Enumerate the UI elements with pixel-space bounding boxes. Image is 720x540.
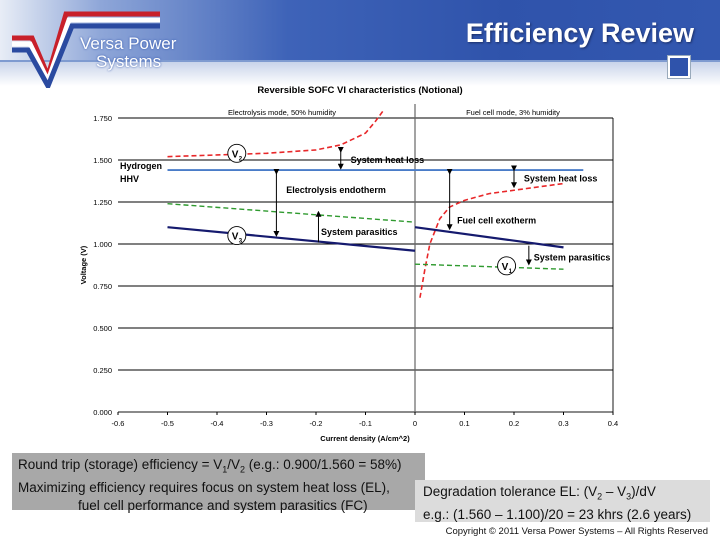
hhv-label: HHV — [120, 174, 139, 184]
voltage-marker-label: V — [232, 232, 239, 243]
degradation-note-box: Degradation tolerance EL: (V2 – V3)/dV e… — [415, 480, 710, 522]
degradation-note-line2: e.g.: (1.560 – 1.100)/20 = 23 khrs (2.6 … — [423, 506, 692, 522]
annotation-label: System parasitics — [321, 227, 398, 237]
voltage-marker-subscript: 3 — [239, 239, 243, 245]
x-tick-label: -0.3 — [260, 419, 273, 428]
efficiency-note-box: Round trip (storage) efficiency = V1/V2 … — [12, 453, 425, 513]
voltage-marker-subscript: 2 — [239, 156, 243, 162]
x-tick-label: 0.1 — [459, 419, 469, 428]
efficiency-note-line1: Round trip (storage) efficiency = V1/V2 … — [18, 457, 402, 475]
x-tick-label: 0.3 — [558, 419, 568, 428]
voltage-marker-circle — [227, 226, 247, 246]
x-tick-label: 0 — [413, 419, 417, 428]
x-tick-label: 0.2 — [509, 419, 519, 428]
header-swoosh — [0, 60, 720, 102]
y-tick-label: 1.750 — [93, 114, 112, 123]
region-label-electrolysis: Electrolysis mode, 50% humidity — [228, 108, 336, 117]
vi-chart: Reversible SOFC VI characteristics (Noti… — [79, 85, 618, 443]
series-line-navy-solid — [414, 226, 564, 249]
y-tick-label: 1.250 — [93, 198, 112, 207]
x-tick-label: -0.1 — [359, 419, 372, 428]
degradation-note-line1: Degradation tolerance EL: (V2 – V3)/dV — [423, 484, 656, 502]
series-line-red-dashed — [419, 182, 564, 298]
series-line-red-dashed — [167, 110, 384, 158]
logo-text-line1: Versa Power — [80, 34, 177, 53]
x-axis-label: Current density (A/cm^2) — [320, 434, 410, 443]
voltage-marker-label: V — [232, 149, 239, 160]
hhv-label: Hydrogen — [120, 161, 162, 171]
x-tick-label: -0.2 — [310, 419, 323, 428]
y-tick-label: 1.500 — [93, 156, 112, 165]
x-tick-label: -0.6 — [112, 419, 125, 428]
annotation-label: System parasitics — [534, 252, 611, 262]
series-line-green-dashed — [167, 202, 416, 223]
y-axis-label: Voltage (V) — [79, 245, 88, 284]
y-tick-label: 0.000 — [93, 408, 112, 417]
page-title: Efficiency Review — [465, 18, 694, 48]
x-tick-label: 0.4 — [608, 419, 618, 428]
chart-title: Reversible SOFC VI characteristics (Noti… — [257, 85, 462, 96]
efficiency-note-line3: fuel cell performance and system parasit… — [78, 497, 368, 513]
voltage-marker-label: V — [502, 262, 509, 273]
y-tick-label: 0.750 — [93, 282, 112, 291]
slide-square-icon — [668, 56, 690, 78]
series-line-navy-solid — [167, 226, 416, 252]
voltage-marker-circle — [497, 256, 517, 276]
y-tick-label: 1.000 — [93, 240, 112, 249]
y-tick-label: 0.500 — [93, 324, 112, 333]
logo-icon — [12, 11, 160, 88]
copyright: Copyright © 2011 Versa Power Systems – A… — [445, 526, 708, 537]
x-tick-label: -0.4 — [211, 419, 224, 428]
series-line-green-dashed — [414, 263, 564, 270]
annotation-label: System heat loss — [351, 155, 425, 165]
voltage-marker-circle — [227, 143, 247, 163]
annotation-label: System heat loss — [524, 173, 598, 183]
annotation-label: Electrolysis endotherm — [286, 185, 386, 195]
annotation-label: Fuel cell exotherm — [457, 215, 536, 225]
y-tick-label: 0.250 — [93, 366, 112, 375]
x-tick-label: -0.5 — [161, 419, 174, 428]
voltage-marker-subscript: 1 — [509, 269, 513, 275]
efficiency-note-line2: Maximizing efficiency requires focus on … — [18, 479, 390, 495]
logo-text-line2: Systems — [96, 52, 162, 71]
region-label-fuel-cell: Fuel cell mode, 3% humidity — [466, 108, 560, 117]
